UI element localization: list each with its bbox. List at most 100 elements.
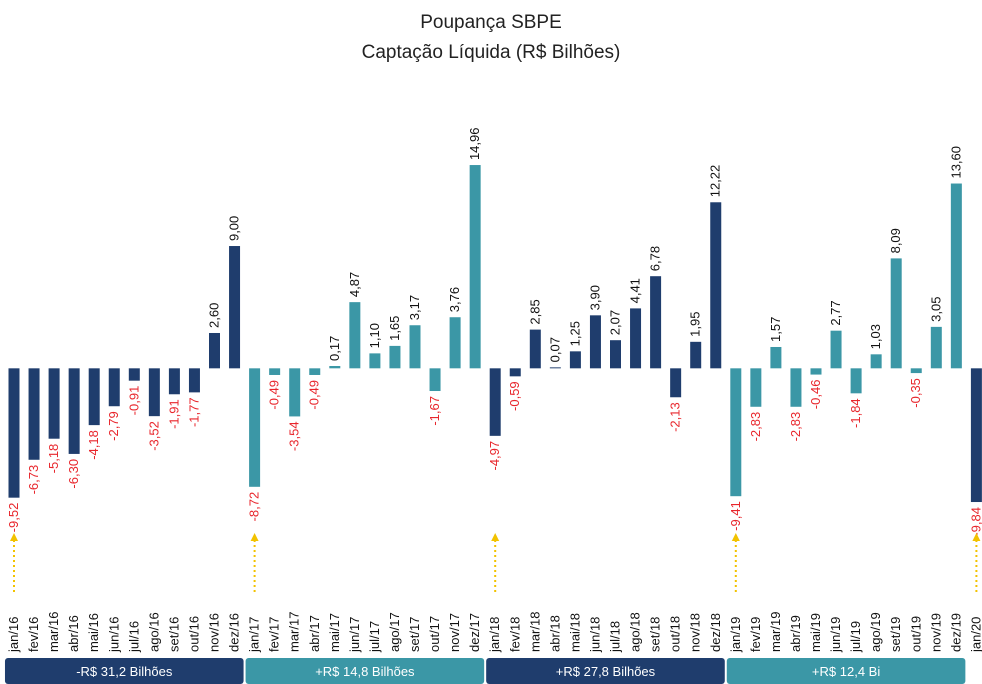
bar bbox=[870, 354, 882, 369]
x-tick-label: nov/17 bbox=[447, 613, 462, 652]
value-label: -0,59 bbox=[507, 381, 522, 411]
bar bbox=[349, 302, 361, 369]
x-tick-label: mai/16 bbox=[86, 613, 101, 652]
value-label: 1,10 bbox=[367, 323, 382, 348]
x-tick-label: out/18 bbox=[668, 616, 683, 652]
bar bbox=[850, 368, 862, 394]
x-tick-label: abr/18 bbox=[547, 615, 562, 652]
arrow-head bbox=[491, 533, 500, 541]
bar bbox=[690, 341, 702, 369]
legend-label: +R$ 27,8 Bilhões bbox=[556, 664, 656, 679]
bar bbox=[810, 368, 822, 375]
x-tick-label: mar/19 bbox=[768, 612, 783, 652]
period-band bbox=[4, 658, 244, 684]
bar bbox=[289, 368, 301, 417]
value-label: -6,30 bbox=[66, 459, 81, 489]
bar bbox=[489, 368, 501, 436]
x-tick-label: ago/17 bbox=[387, 612, 402, 652]
x-tick-label: jun/16 bbox=[106, 617, 121, 653]
bar bbox=[750, 368, 762, 407]
value-label: 1,57 bbox=[768, 317, 783, 342]
bar bbox=[630, 308, 642, 369]
x-tick-label: dez/18 bbox=[708, 613, 723, 652]
value-label: 4,41 bbox=[628, 278, 643, 303]
bar bbox=[950, 183, 962, 369]
bar bbox=[469, 165, 481, 369]
bar bbox=[309, 368, 321, 375]
bar bbox=[670, 368, 682, 398]
legend-label: -R$ 31,2 Bilhões bbox=[76, 664, 173, 679]
bar bbox=[108, 368, 120, 407]
x-tick-label: nov/19 bbox=[928, 613, 943, 652]
x-tick-label: jun/17 bbox=[347, 617, 362, 653]
value-label: -6,73 bbox=[26, 465, 41, 495]
value-label: -9,84 bbox=[968, 507, 982, 537]
bar bbox=[128, 368, 140, 381]
value-label: 12,22 bbox=[708, 165, 723, 198]
value-label: 2,07 bbox=[608, 310, 623, 335]
value-label: 1,03 bbox=[868, 324, 883, 349]
bar bbox=[209, 332, 220, 369]
x-tick-label: mar/18 bbox=[527, 612, 542, 652]
bar bbox=[188, 368, 200, 393]
bar bbox=[549, 367, 561, 369]
bar bbox=[229, 246, 241, 369]
bar bbox=[589, 315, 601, 369]
value-label: -3,54 bbox=[287, 421, 302, 451]
value-label: -9,52 bbox=[6, 503, 21, 533]
chart-title: Poupança SBPE bbox=[420, 12, 562, 33]
x-tick-label: ago/18 bbox=[628, 612, 643, 652]
value-label: 3,90 bbox=[587, 285, 602, 310]
x-tick-label: dez/16 bbox=[227, 613, 242, 652]
x-tick-label: mar/17 bbox=[287, 612, 302, 652]
x-tick-label: abr/19 bbox=[788, 615, 803, 652]
bar bbox=[970, 368, 982, 503]
value-label: -0,49 bbox=[307, 380, 322, 410]
value-label: 1,25 bbox=[567, 321, 582, 346]
bar bbox=[429, 368, 441, 392]
value-label: 2,77 bbox=[828, 300, 843, 325]
x-tick-label: set/16 bbox=[166, 617, 181, 652]
value-label: -0,49 bbox=[267, 380, 282, 410]
x-tick-label: mar/16 bbox=[46, 612, 61, 652]
bar bbox=[790, 368, 802, 407]
value-label: -0,35 bbox=[908, 378, 923, 408]
x-tick-label: set/18 bbox=[648, 617, 663, 652]
x-tick-label: jun/19 bbox=[828, 617, 843, 653]
x-tick-label: jan/18 bbox=[487, 617, 502, 653]
chart-subtitle: Captação Líquida (R$ Bilhões) bbox=[362, 42, 621, 63]
value-label: -0,91 bbox=[126, 386, 141, 416]
bar bbox=[168, 368, 180, 395]
x-tick-label: out/19 bbox=[908, 616, 923, 652]
x-tick-label: abr/16 bbox=[66, 615, 81, 652]
value-label: -5,18 bbox=[46, 444, 61, 474]
value-label: 9,00 bbox=[227, 216, 242, 241]
x-tick-label: fev/16 bbox=[26, 617, 41, 652]
value-label: -1,67 bbox=[427, 396, 442, 426]
bar bbox=[529, 329, 541, 369]
bar bbox=[890, 258, 902, 369]
x-tick-label: set/19 bbox=[888, 617, 903, 652]
bar bbox=[910, 368, 922, 374]
value-label: -2,83 bbox=[788, 412, 803, 442]
value-label: 3,17 bbox=[407, 295, 422, 320]
bar bbox=[48, 368, 60, 439]
value-label: 8,09 bbox=[888, 228, 903, 253]
value-label: 4,87 bbox=[347, 272, 362, 297]
x-tick-label: fev/17 bbox=[267, 617, 282, 652]
value-label: 3,76 bbox=[447, 287, 462, 312]
value-label: 0,07 bbox=[547, 337, 562, 362]
value-label: -2,79 bbox=[106, 411, 121, 441]
bar bbox=[710, 202, 722, 369]
bar bbox=[830, 330, 842, 369]
bar bbox=[329, 366, 341, 369]
x-tick-label: jan/19 bbox=[728, 617, 743, 653]
x-tick-label: ago/16 bbox=[146, 612, 161, 652]
value-label: 3,05 bbox=[928, 297, 943, 322]
bar bbox=[389, 345, 401, 369]
legend-label: +R$ 14,8 Bilhões bbox=[315, 664, 415, 679]
bar bbox=[269, 368, 281, 375]
value-label: 6,78 bbox=[648, 246, 663, 271]
bar bbox=[509, 368, 521, 377]
